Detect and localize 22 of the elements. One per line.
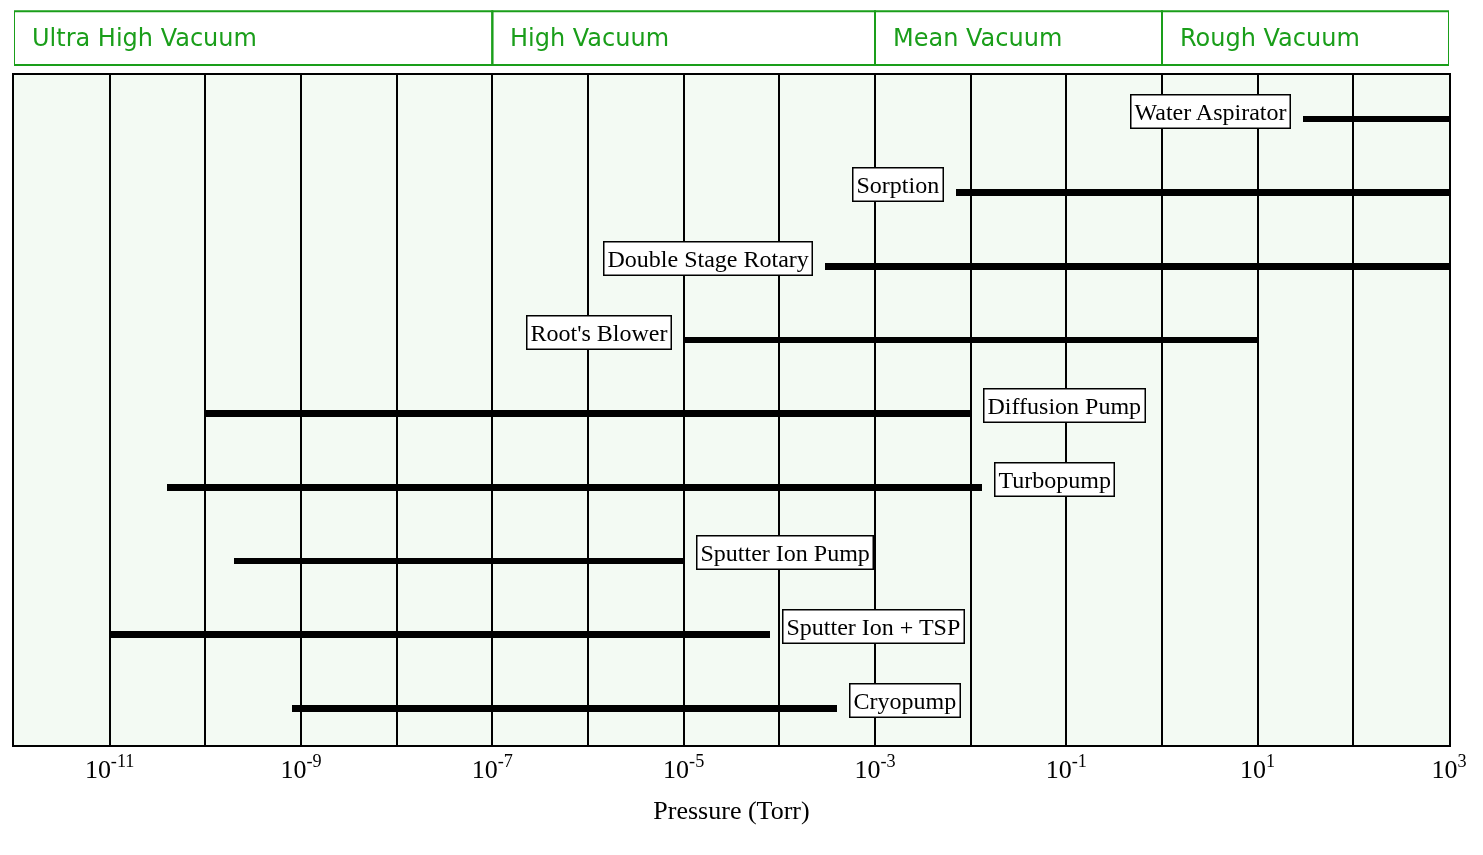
- x-tick-label: 10$^{-1}$: [1045, 751, 1087, 785]
- x-tick-label: 10$^{1}$: [1240, 751, 1276, 785]
- x-tick-label: 10$^{-7}$: [471, 751, 513, 785]
- y-tick-label: Root's Blower: [530, 319, 668, 346]
- x-axis-title: Pressure (Torr): [653, 796, 810, 826]
- x-tick-label: 10$^{-9}$: [280, 751, 322, 785]
- band-label: Ultra High Vacuum: [32, 24, 257, 52]
- y-tick-label: Sorption: [856, 171, 940, 198]
- y-tick-label: Turbopump: [998, 466, 1111, 493]
- band-label: Mean Vacuum: [893, 24, 1063, 52]
- x-tick-label: 10$^{-11}$: [84, 751, 135, 785]
- y-tick-label: Sputter Ion Pump: [700, 539, 870, 566]
- y-tick-label: Diffusion Pump: [987, 392, 1142, 419]
- y-tick-label: Cryopump: [853, 687, 957, 714]
- band-label: High Vacuum: [510, 24, 670, 52]
- x-tick-label: 10$^{3}$: [1431, 751, 1467, 785]
- y-tick-label: Double Stage Rotary: [607, 245, 809, 272]
- y-tick-label: Sputter Ion + TSP: [786, 613, 961, 640]
- x-tick-label: 10$^{-5}$: [663, 751, 705, 785]
- y-tick-label: Water Aspirator: [1134, 98, 1287, 125]
- band-label: Rough Vacuum: [1180, 24, 1360, 52]
- x-tick-label: 10$^{-3}$: [854, 751, 896, 785]
